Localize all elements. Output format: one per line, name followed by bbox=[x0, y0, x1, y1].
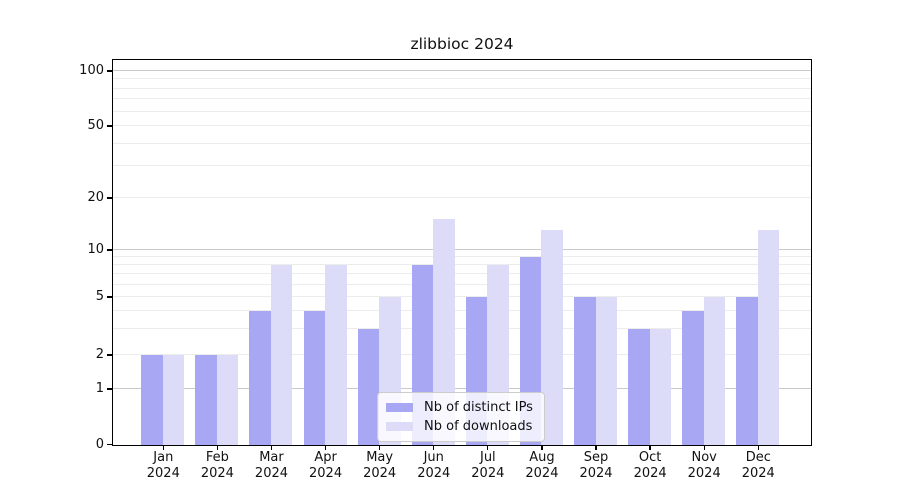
y-tick-10 bbox=[107, 249, 112, 251]
legend-item-downloads: Nb of downloads bbox=[386, 417, 536, 436]
bar-ips-jan bbox=[141, 354, 163, 445]
gridline-minor-70 bbox=[112, 98, 811, 100]
y-tick-label-100: 100 bbox=[79, 63, 104, 78]
x-tick-label-jul: Jul 2024 bbox=[471, 450, 505, 481]
y-tick-50 bbox=[107, 125, 112, 127]
x-tick-mar bbox=[270, 445, 273, 450]
x-tick-label-sep: Sep 2024 bbox=[579, 450, 613, 481]
gridline-minor-7 bbox=[112, 273, 811, 275]
gridline-major-100 bbox=[112, 70, 811, 71]
gridline-minor-9 bbox=[112, 256, 811, 258]
x-tick-apr bbox=[324, 445, 327, 450]
gridline-major-10 bbox=[112, 249, 811, 250]
x-tick-sep bbox=[595, 445, 597, 450]
y-tick-label-5: 5 bbox=[95, 289, 104, 304]
x-tick-label-dec: Dec 2024 bbox=[741, 450, 775, 481]
gridline-minor-6 bbox=[112, 283, 811, 285]
y-tick-20 bbox=[107, 197, 112, 199]
gridline-minor-8 bbox=[112, 264, 811, 266]
y-tick-label-50: 50 bbox=[87, 118, 104, 133]
bar-downloads-jan bbox=[162, 354, 185, 445]
gridline-minor-40 bbox=[112, 142, 811, 144]
bar-ips-oct bbox=[628, 328, 650, 445]
y-tick-label-1: 1 bbox=[95, 381, 104, 396]
legend: Nb of distinct IPs Nb of downloads bbox=[377, 392, 545, 442]
bar-ips-nov bbox=[682, 310, 704, 445]
gridline-minor-5 bbox=[112, 296, 811, 297]
x-tick-label-may: May 2024 bbox=[363, 450, 397, 481]
x-tick-label-aug: Aug 2024 bbox=[525, 450, 559, 481]
y-tick-2 bbox=[107, 354, 112, 356]
gridline-minor-80 bbox=[112, 87, 811, 89]
legend-label-downloads: Nb of downloads bbox=[424, 419, 533, 434]
plot-area bbox=[111, 58, 812, 446]
bar-downloads-sep bbox=[595, 296, 618, 445]
bar-downloads-mar bbox=[270, 264, 293, 445]
y-tick-label-20: 20 bbox=[87, 190, 104, 205]
x-tick-label-nov: Nov 2024 bbox=[687, 450, 721, 481]
bar-ips-apr bbox=[303, 310, 326, 445]
bar-downloads-oct bbox=[649, 328, 672, 445]
gridline-minor-60 bbox=[112, 110, 811, 112]
legend-item-distinct-ips: Nb of distinct IPs bbox=[386, 398, 536, 417]
bar-ips-mar bbox=[249, 310, 271, 445]
x-tick-may bbox=[379, 445, 381, 450]
y-tick-label-2: 2 bbox=[95, 347, 104, 362]
x-tick-label-apr: Apr 2024 bbox=[309, 450, 343, 481]
x-tick-feb bbox=[216, 445, 219, 450]
bar-downloads-aug bbox=[541, 229, 563, 445]
y-tick-0 bbox=[107, 443, 112, 446]
x-tick-nov bbox=[703, 445, 705, 450]
chart-title: zlibbioc 2024 bbox=[410, 35, 514, 53]
legend-swatch-downloads bbox=[386, 421, 413, 432]
gridline-major-1 bbox=[112, 388, 811, 389]
gridline-minor-4 bbox=[112, 310, 811, 312]
x-tick-label-feb: Feb 2024 bbox=[200, 450, 234, 481]
gridline-minor-50 bbox=[112, 125, 811, 126]
x-tick-label-mar: Mar 2024 bbox=[254, 450, 289, 481]
gridline-minor-30 bbox=[112, 165, 811, 167]
gridline-minor-20 bbox=[112, 197, 811, 198]
bar-downloads-jun bbox=[433, 219, 455, 445]
bar-ips-sep bbox=[574, 296, 596, 445]
bar-ips-may bbox=[357, 328, 380, 445]
bar-downloads-apr bbox=[325, 264, 347, 445]
x-tick-label-oct: Oct 2024 bbox=[633, 450, 667, 481]
bar-ips-dec bbox=[736, 296, 758, 445]
y-tick-label-10: 10 bbox=[87, 242, 104, 257]
bar-downloads-nov bbox=[703, 296, 726, 445]
y-tick-label-0: 0 bbox=[95, 436, 104, 452]
x-tick-aug bbox=[541, 445, 543, 450]
legend-label-distinct-ips: Nb of distinct IPs bbox=[424, 400, 533, 415]
gridline-minor-3 bbox=[112, 328, 811, 330]
y-tick-1 bbox=[107, 388, 112, 390]
x-tick-jul bbox=[487, 445, 489, 450]
gridline-minor-90 bbox=[112, 78, 811, 80]
bar-downloads-dec bbox=[757, 229, 780, 445]
bar-ips-feb bbox=[195, 354, 217, 445]
legend-swatch-distinct-ips bbox=[386, 402, 413, 413]
x-tick-label-jun: Jun 2024 bbox=[417, 450, 451, 481]
bar-downloads-feb bbox=[216, 354, 239, 445]
y-tick-5 bbox=[107, 296, 112, 298]
x-tick-jun bbox=[433, 445, 435, 450]
y-tick-100 bbox=[107, 70, 112, 72]
x-tick-oct bbox=[649, 445, 651, 450]
gridline-minor-2 bbox=[112, 354, 811, 355]
x-tick-label-jan: Jan 2024 bbox=[146, 450, 180, 481]
x-tick-dec bbox=[757, 445, 759, 450]
x-tick-jan bbox=[162, 445, 164, 450]
